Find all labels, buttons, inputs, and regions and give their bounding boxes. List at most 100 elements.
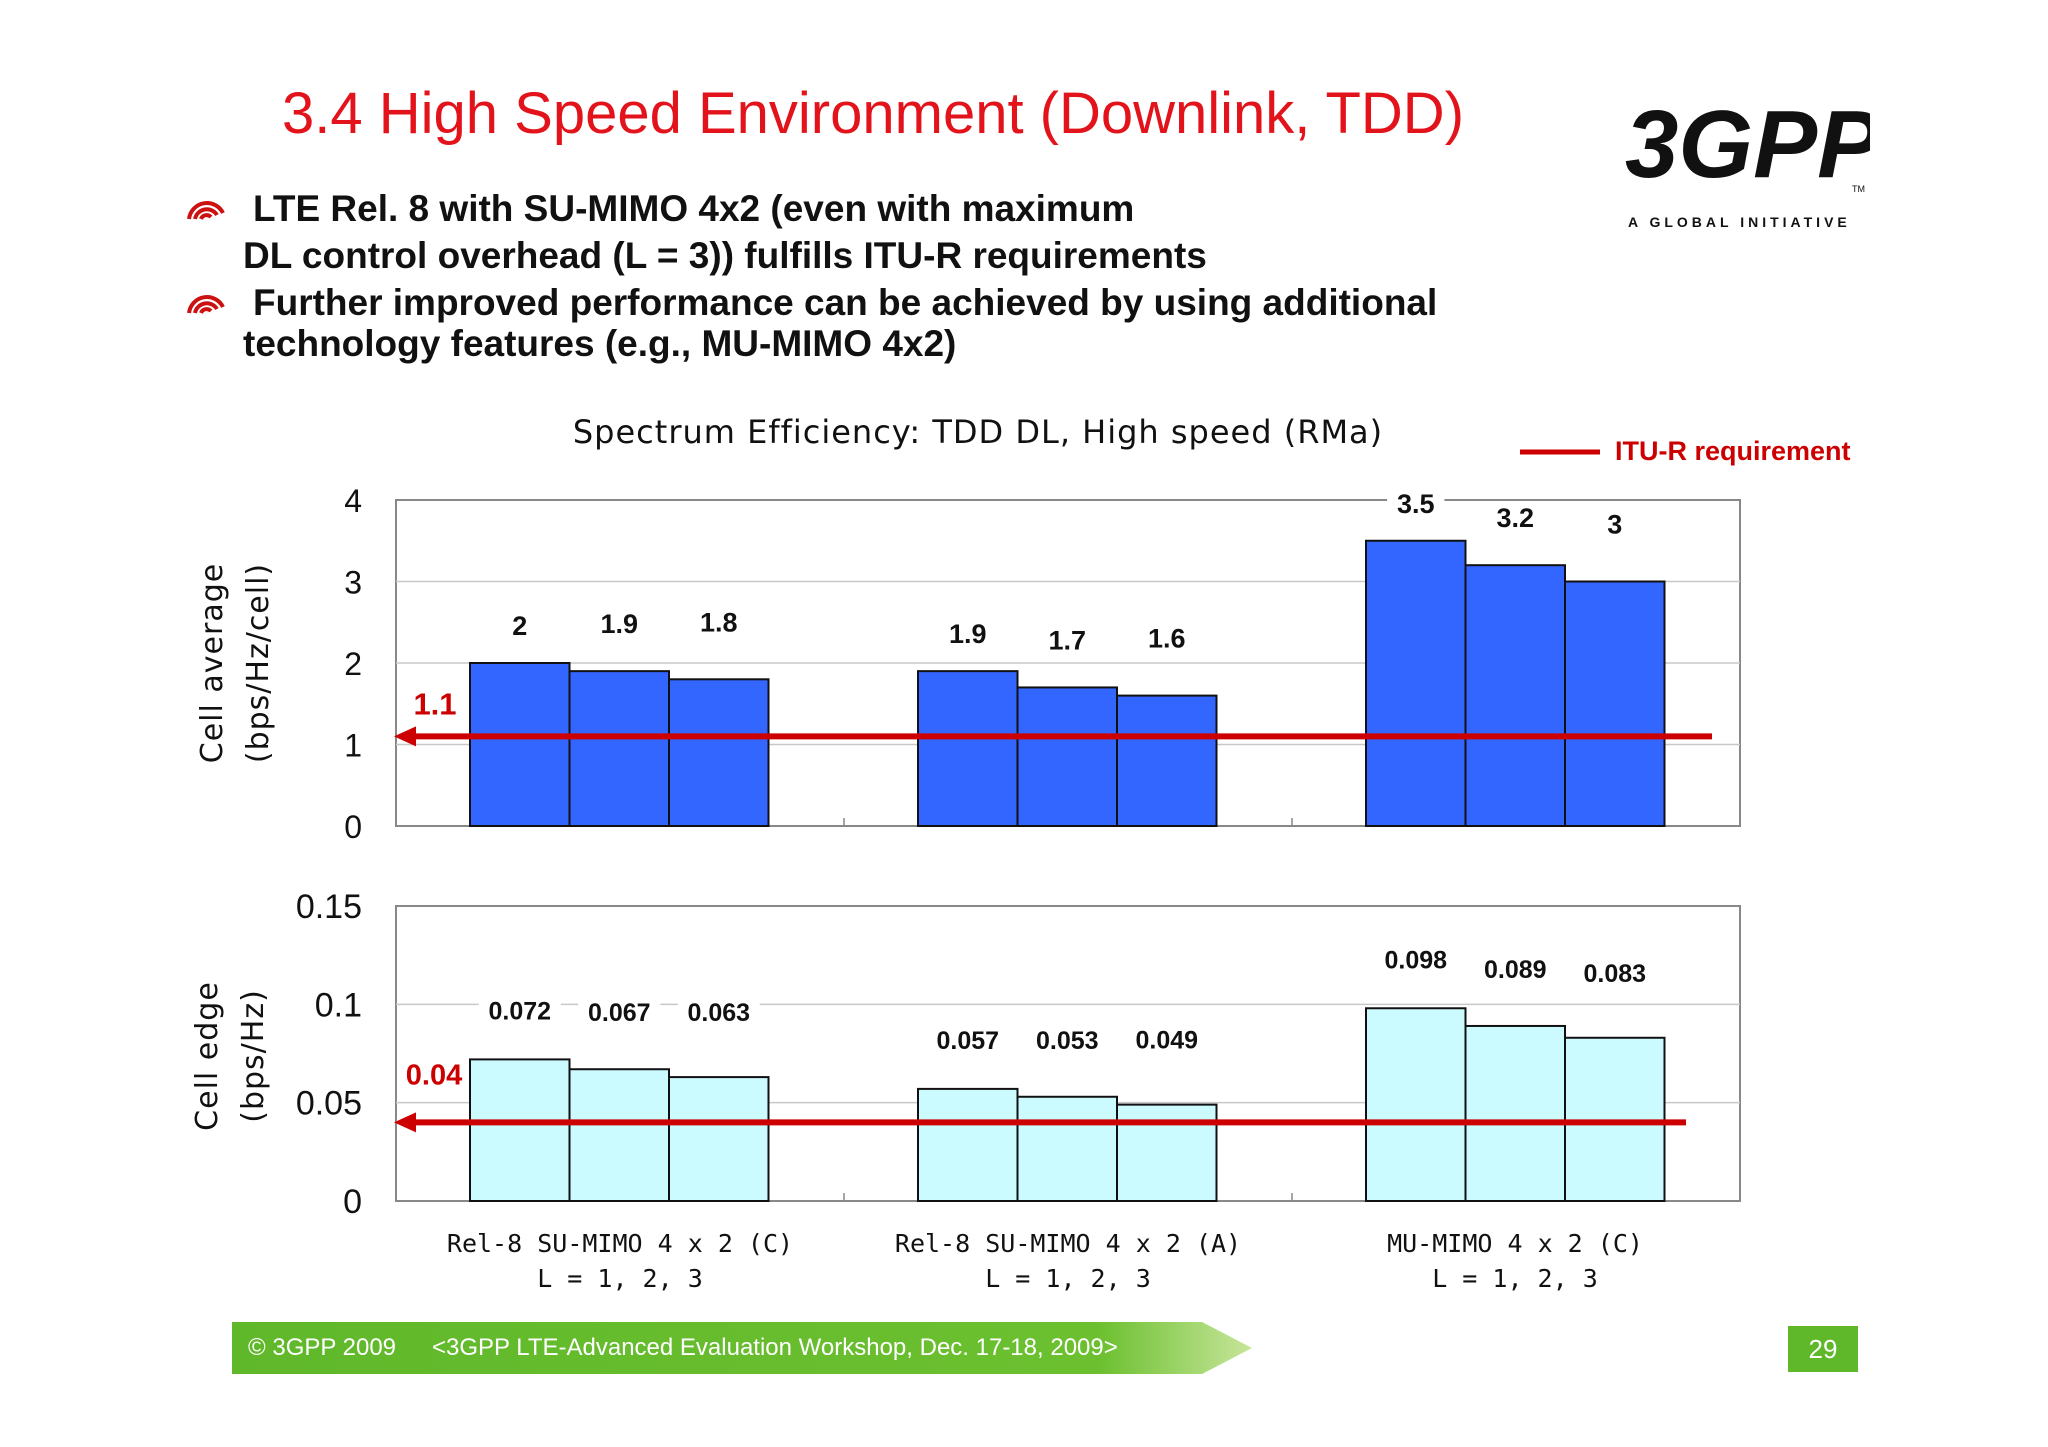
category-label: Rel-8 SU-MIMO 4 x 2 (A) bbox=[895, 1229, 1241, 1258]
y-tick-label: 2 bbox=[344, 646, 362, 682]
data-label: 1.8 bbox=[700, 607, 738, 637]
data-label-bg bbox=[1486, 502, 1544, 534]
data-label-bg bbox=[939, 618, 997, 650]
y-axis-label-line: Cell edge bbox=[190, 981, 225, 1131]
y-axis-label-line: Cell average bbox=[195, 563, 230, 763]
bar bbox=[1464, 564, 1566, 827]
requirement-arrow-icon bbox=[394, 726, 416, 747]
data-label: 0.063 bbox=[687, 999, 750, 1027]
data-label-bg bbox=[1138, 622, 1196, 654]
bar bbox=[917, 1087, 1019, 1203]
data-label-bg bbox=[677, 998, 760, 1028]
y-axis-label: Cell edge (bps/Hz) bbox=[190, 981, 271, 1131]
category-label: MU-MIMO 4 x 2 (C) bbox=[1387, 1229, 1643, 1258]
bar bbox=[1116, 694, 1218, 827]
logo-tm: TM bbox=[1852, 184, 1865, 194]
page-number: 29 bbox=[1788, 1326, 1858, 1372]
data-label-bg bbox=[1125, 1025, 1208, 1055]
bar bbox=[1365, 539, 1467, 827]
bullet-arc-icon bbox=[187, 201, 225, 220]
category-label: Rel-8 SU-MIMO 4 x 2 (C) bbox=[447, 1229, 793, 1258]
y-tick-label: 0.1 bbox=[315, 986, 362, 1024]
data-label: 3.2 bbox=[1496, 503, 1534, 533]
bullet-item-2: Further improved performance can be achi… bbox=[185, 279, 1585, 362]
requirement-label: 1.1 bbox=[413, 686, 456, 721]
data-label: 0.067 bbox=[588, 999, 651, 1027]
bar bbox=[668, 1076, 770, 1202]
data-label: 1.9 bbox=[600, 609, 638, 639]
requirement-arrow-icon bbox=[394, 1112, 416, 1133]
y-tick-label: 0 bbox=[343, 1183, 362, 1221]
chart-title: Spectrum Efficiency: TDD DL, High speed … bbox=[573, 413, 1383, 451]
y-tick-label: 0 bbox=[344, 809, 362, 845]
bar bbox=[568, 670, 670, 828]
3gpp-logo: 3GPP TM bbox=[1625, 91, 1870, 198]
y-tick-label: 0.05 bbox=[296, 1085, 362, 1123]
requirement-label: 0.04 bbox=[406, 1059, 462, 1091]
bullet-2-line-2: technology features (e.g., MU-MIMO 4x2) bbox=[243, 323, 957, 364]
data-label: 0.049 bbox=[1135, 1027, 1198, 1055]
footer-event: <3GPP LTE-Advanced Evaluation Workshop, … bbox=[432, 1334, 1118, 1361]
y-tick-label: 1 bbox=[344, 728, 362, 764]
y-tick-label: 0.15 bbox=[296, 888, 362, 926]
data-label-bg bbox=[1387, 487, 1445, 519]
logo-text: 3GPP bbox=[1625, 91, 1870, 198]
bullet-list: LTE Rel. 8 with SU-MIMO 4x2 (even with m… bbox=[185, 185, 1585, 362]
data-label: 0.098 bbox=[1384, 946, 1447, 974]
data-label-bg bbox=[690, 606, 748, 638]
data-label-bg bbox=[590, 608, 648, 640]
category-label: L = 1, 2, 3 bbox=[1432, 1264, 1598, 1293]
bar bbox=[1116, 1103, 1218, 1202]
slide-title: 3.4 High Speed Environment (Downlink, TD… bbox=[282, 81, 1465, 146]
data-label: 3 bbox=[1607, 510, 1622, 540]
data-label-bg bbox=[578, 998, 661, 1028]
footer-bar bbox=[232, 1322, 1252, 1374]
data-label: 1.9 bbox=[949, 619, 987, 649]
category-label: L = 1, 2, 3 bbox=[537, 1264, 703, 1293]
legend-label: ITU-R requirement bbox=[1615, 436, 1851, 466]
bullet-2-line-1: Further improved performance can be achi… bbox=[253, 282, 1438, 323]
y-axis-label-line: (bps/Hz/cell) bbox=[241, 563, 276, 763]
data-label: 3.5 bbox=[1397, 489, 1435, 519]
bar bbox=[917, 670, 1019, 828]
data-label-bg bbox=[926, 1025, 1009, 1055]
bar bbox=[469, 1058, 571, 1203]
data-label-bg bbox=[478, 996, 561, 1026]
data-label: 1.6 bbox=[1148, 624, 1186, 654]
bar bbox=[1564, 580, 1666, 827]
data-label-bg bbox=[1573, 958, 1656, 988]
bar bbox=[1016, 686, 1118, 828]
data-label: 1.7 bbox=[1048, 625, 1086, 655]
y-axis-label: Cell average (bps/Hz/cell) bbox=[195, 563, 276, 763]
category-label: L = 1, 2, 3 bbox=[985, 1264, 1151, 1293]
data-label-bg bbox=[506, 610, 534, 641]
bullet-item-1: LTE Rel. 8 with SU-MIMO 4x2 (even with m… bbox=[185, 185, 1585, 279]
data-label-bg bbox=[1038, 624, 1096, 656]
data-label: 0.057 bbox=[936, 1027, 999, 1055]
bar bbox=[668, 678, 770, 827]
bullet-arc-icon bbox=[187, 295, 225, 314]
data-label-bg bbox=[1601, 508, 1629, 540]
data-label-bg bbox=[1026, 1025, 1109, 1055]
footer-copyright: © 3GPP 2009 bbox=[248, 1334, 397, 1361]
logo-tagline: A GLOBAL INITIATIVE bbox=[1628, 214, 1851, 230]
bullet-1-line-1: LTE Rel. 8 with SU-MIMO 4x2 (even with m… bbox=[253, 188, 1135, 229]
bar bbox=[568, 1068, 670, 1202]
data-label: 0.072 bbox=[488, 997, 551, 1025]
bar bbox=[1365, 1007, 1467, 1202]
data-label: 2 bbox=[512, 611, 527, 641]
bar bbox=[1464, 1024, 1566, 1203]
data-label: 0.083 bbox=[1583, 960, 1646, 988]
bullet-1-line-2: DL control overhead (L = 3)) fulfills IT… bbox=[243, 235, 1207, 276]
chart-plot-area: 0 1 2 3 4 2 1.9 1.8 1.9 1.7 1.6 3.5 3.2 3 1.1 Cell aver… bbox=[190, 483, 1741, 1293]
bar bbox=[1016, 1095, 1118, 1203]
y-axis-label-line: (bps/Hz) bbox=[236, 989, 271, 1123]
data-label: 0.089 bbox=[1484, 956, 1547, 984]
bar bbox=[469, 662, 571, 827]
y-tick-label: 4 bbox=[344, 483, 362, 519]
data-label-bg bbox=[1374, 945, 1457, 975]
data-label: 0.053 bbox=[1036, 1027, 1099, 1055]
y-tick-label: 3 bbox=[344, 565, 362, 601]
data-label-bg bbox=[1474, 954, 1557, 984]
